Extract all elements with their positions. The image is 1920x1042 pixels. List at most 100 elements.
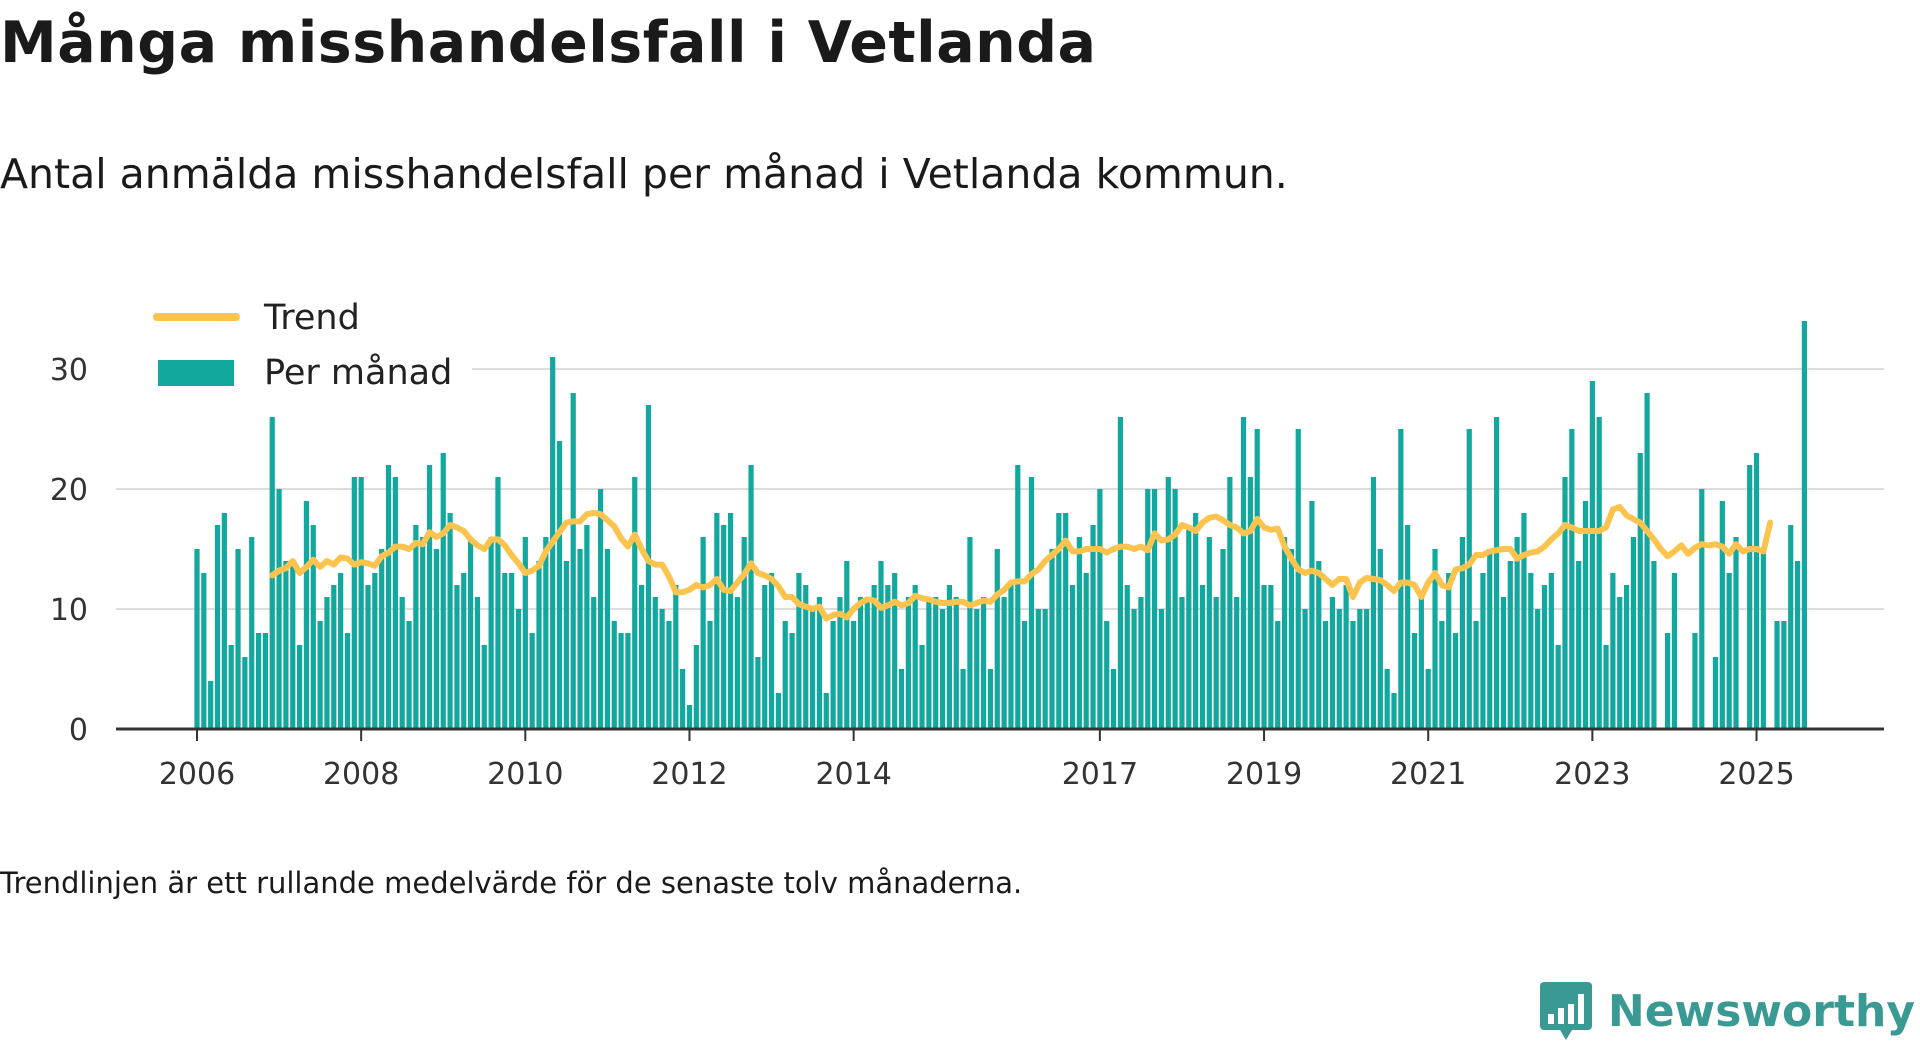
bar	[1063, 513, 1069, 729]
bar	[871, 585, 877, 729]
y-tick-label: 20	[50, 473, 88, 508]
x-axis-ticks: 2006 2008 2010 2012 2014 2017 2019 2021 2023 2025	[159, 729, 1795, 790]
bar	[1726, 573, 1732, 729]
bar	[1076, 537, 1082, 729]
bar	[1206, 537, 1212, 729]
bar	[816, 597, 823, 729]
bar	[775, 693, 781, 729]
bar	[509, 573, 515, 729]
bar	[577, 549, 583, 729]
legend-bars-label: Per månad	[264, 352, 452, 393]
bar	[1083, 573, 1089, 729]
bar	[1466, 429, 1472, 729]
y-tick-label: 30	[50, 353, 88, 388]
bar	[1193, 513, 1199, 729]
bar	[1015, 465, 1021, 729]
bar	[290, 561, 296, 729]
bar	[1535, 609, 1541, 729]
bar	[1090, 525, 1096, 729]
bar	[994, 549, 1000, 729]
bar	[823, 693, 829, 729]
y-tick-label: 0	[69, 713, 88, 748]
bar	[1343, 585, 1349, 729]
y-axis-ticks: 0 10 20 30	[50, 353, 88, 748]
bar	[262, 633, 268, 729]
bar	[803, 585, 809, 729]
bar	[1158, 609, 1165, 729]
bar	[1425, 669, 1431, 729]
bar	[625, 633, 631, 729]
bar	[1788, 525, 1794, 729]
bar	[221, 513, 227, 729]
bar	[967, 537, 973, 729]
bar	[892, 573, 898, 729]
bar	[1268, 585, 1274, 729]
bar	[1617, 597, 1623, 729]
chart-title: Många misshandelsfall i Vetlanda	[0, 10, 1097, 76]
legend-trend-label: Trend	[263, 298, 360, 338]
bar	[1753, 453, 1760, 729]
bar	[659, 609, 665, 729]
bar	[447, 513, 453, 729]
bar	[297, 645, 303, 729]
bar	[1719, 501, 1725, 729]
bar	[782, 621, 788, 729]
bar	[1001, 597, 1007, 729]
bar	[1186, 525, 1192, 729]
x-tick-label: 2006	[159, 757, 235, 790]
bar	[1288, 549, 1294, 729]
bar	[1329, 597, 1336, 729]
bar	[1760, 549, 1766, 729]
bar	[214, 525, 221, 729]
footnote: Trendlinjen är ett rullande medelvärde f…	[0, 866, 1023, 900]
bar	[584, 525, 590, 729]
x-tick-label: 2023	[1554, 757, 1630, 790]
bar	[734, 597, 740, 729]
bar	[1104, 621, 1110, 729]
bar	[1309, 501, 1315, 729]
bar	[1712, 657, 1719, 729]
bar	[1459, 537, 1465, 729]
bar	[946, 585, 952, 729]
bar	[331, 585, 337, 729]
bar	[1240, 417, 1247, 729]
bar	[604, 549, 610, 729]
trend-line	[269, 504, 1774, 622]
bar	[1336, 609, 1342, 729]
bar	[194, 549, 200, 729]
bar	[1596, 417, 1602, 729]
bar	[1316, 561, 1322, 729]
bar	[1227, 477, 1233, 729]
bar	[536, 561, 542, 729]
bar	[556, 441, 563, 729]
bar	[351, 477, 357, 729]
bar	[1172, 489, 1178, 729]
bar	[981, 597, 987, 729]
bar	[1528, 573, 1534, 729]
bar	[1439, 621, 1445, 729]
bar	[885, 585, 891, 729]
bar	[1234, 597, 1240, 729]
bar	[372, 573, 378, 729]
bar	[1555, 645, 1561, 729]
bar	[570, 393, 576, 729]
x-tick-label: 2017	[1062, 757, 1138, 790]
bar	[1630, 537, 1636, 729]
bar	[1138, 597, 1144, 729]
bar	[1603, 645, 1609, 729]
bar	[1152, 489, 1158, 729]
bar	[1213, 597, 1219, 729]
x-tick-label: 2021	[1390, 757, 1466, 790]
chart-subtitle: Antal anmälda misshandelsfall per månad …	[0, 150, 1288, 198]
bar	[1247, 477, 1253, 729]
bar	[502, 573, 508, 729]
bar-chart: 0 10 20 30 2006 2008 2010 2012 2014 2017 2019 2021…	[50, 298, 1884, 790]
monthly-bars	[194, 321, 1807, 729]
bar	[1370, 477, 1377, 729]
bar	[1747, 465, 1753, 729]
bar	[789, 633, 795, 729]
bar	[1117, 417, 1123, 729]
bar	[796, 573, 802, 729]
bar	[1446, 573, 1452, 729]
bar	[426, 465, 433, 729]
